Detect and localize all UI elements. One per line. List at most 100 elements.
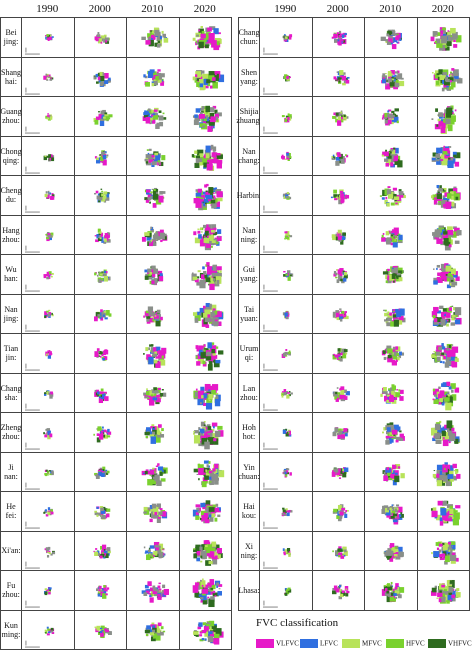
year-header-2010: 2010 xyxy=(141,3,164,15)
city-name: He fei: xyxy=(1,492,22,532)
city-name: Zheng zhou: xyxy=(1,413,22,453)
city-extent-map xyxy=(24,231,54,252)
city-extent-map xyxy=(92,426,111,443)
north-arrow-scalebar xyxy=(24,126,40,134)
city-extent-map xyxy=(262,230,293,252)
city-extent-map xyxy=(331,584,349,600)
city-row: Lan zhou: xyxy=(239,373,470,413)
city-extent-map xyxy=(192,223,222,250)
city-name: Gui yang: xyxy=(239,255,260,295)
urban-fvc-map-1990 xyxy=(22,452,75,492)
urban-fvc-map-1990 xyxy=(260,492,313,532)
city-extent-map xyxy=(93,269,111,283)
city-name: Xi'an: xyxy=(1,531,22,571)
city-name: Hoh hot: xyxy=(239,413,260,453)
city-extent-map xyxy=(93,506,110,520)
urban-fvc-map-2020 xyxy=(417,571,470,611)
urban-fvc-map-2000 xyxy=(74,255,127,295)
urban-fvc-map-2010 xyxy=(127,215,180,255)
city-extent-map xyxy=(143,386,167,406)
urban-fvc-map-2020 xyxy=(179,176,232,216)
city-name: Xi ning: xyxy=(239,531,260,571)
urban-fvc-map-2000 xyxy=(74,413,127,453)
urban-fvc-map-2020 xyxy=(417,373,470,413)
urban-fvc-map-2010 xyxy=(127,373,180,413)
urban-fvc-map-2020 xyxy=(417,492,470,532)
urban-fvc-map-2000 xyxy=(74,97,127,137)
city-name: Lhasa: xyxy=(238,571,260,611)
city-row: Shijia zhuang: xyxy=(236,97,470,137)
urban-fvc-map-2020 xyxy=(417,452,470,492)
city-extent-map xyxy=(380,29,402,50)
city-extent-map xyxy=(430,579,461,604)
legend-label: LFVC xyxy=(320,639,338,648)
city-extent-map xyxy=(382,463,405,485)
city-name: Bei jing: xyxy=(1,18,22,58)
urban-fvc-map-2000 xyxy=(74,136,127,176)
urban-fvc-map-2020 xyxy=(417,176,470,216)
north-arrow-scalebar xyxy=(24,403,40,410)
urban-fvc-map-2000 xyxy=(312,373,365,413)
city-extent-map xyxy=(193,460,224,487)
city-extent-map xyxy=(24,271,54,292)
urban-fvc-map-2000 xyxy=(312,57,365,97)
city-extent-map xyxy=(262,113,292,134)
urban-fvc-map-1990 xyxy=(22,136,75,176)
city-extent-map xyxy=(141,226,168,246)
north-arrow-scalebar xyxy=(262,87,278,94)
urban-fvc-map-1990 xyxy=(22,373,75,413)
city-name: Hang zhou: xyxy=(1,215,22,255)
year-header-2020: 2020 xyxy=(431,3,454,15)
city-extent-map xyxy=(331,466,348,479)
urban-fvc-map-2020 xyxy=(179,136,232,176)
city-extent-map xyxy=(192,620,224,645)
city-extent-map xyxy=(141,27,169,48)
city-extent-map xyxy=(24,350,53,371)
city-extent-map xyxy=(381,69,405,89)
north-arrow-scalebar xyxy=(24,324,40,331)
urban-fvc-map-2010 xyxy=(365,373,418,413)
urban-fvc-map-2000 xyxy=(312,334,365,374)
urban-fvc-map-1990 xyxy=(260,413,313,453)
north-arrow-scalebar xyxy=(24,166,40,173)
urban-fvc-map-2000 xyxy=(74,176,127,216)
city-extent-map xyxy=(432,461,460,486)
north-arrow-scalebar xyxy=(24,600,40,608)
city-extent-map xyxy=(143,68,165,87)
legend-label: VLFVC xyxy=(276,639,299,648)
legend-swatch xyxy=(386,638,404,648)
city-extent-map xyxy=(192,420,223,450)
urban-fvc-map-1990 xyxy=(22,492,75,532)
urban-fvc-map-2020 xyxy=(179,97,232,137)
north-arrow-scalebar xyxy=(262,363,278,371)
urban-fvc-map-2010 xyxy=(127,413,180,453)
city-extent-map xyxy=(192,69,224,90)
city-extent-map xyxy=(94,32,110,44)
city-extent-map xyxy=(192,25,222,51)
city-extent-map xyxy=(262,428,292,450)
left-map-grid: Bei jing: Shang hai: Guang zhou: Chong qing… xyxy=(0,17,232,650)
city-extent-map xyxy=(193,183,223,211)
north-arrow-scalebar xyxy=(24,47,40,55)
urban-fvc-map-2020 xyxy=(417,215,470,255)
urban-fvc-map-2010 xyxy=(365,215,418,255)
urban-fvc-map-1990 xyxy=(22,57,75,97)
city-extent-map xyxy=(144,265,164,286)
legend-item-lfvc: LFVC xyxy=(300,638,338,648)
city-row: Guang zhou: xyxy=(0,97,232,137)
city-extent-map xyxy=(262,34,293,55)
urban-fvc-map-2020 xyxy=(179,18,232,58)
city-extent-map xyxy=(24,428,53,450)
urban-fvc-map-2000 xyxy=(74,492,127,532)
urban-fvc-map-2000 xyxy=(74,571,127,611)
city-extent-map xyxy=(431,305,462,327)
urban-fvc-map-2010 xyxy=(127,136,180,176)
city-extent-map xyxy=(431,145,460,168)
urban-fvc-map-2010 xyxy=(127,334,180,374)
urban-fvc-map-2020 xyxy=(417,413,470,453)
city-extent-map xyxy=(331,545,348,559)
city-name: Urum qi: xyxy=(239,334,260,374)
urban-fvc-map-2010 xyxy=(365,176,418,216)
city-row: Harbin: xyxy=(237,176,470,216)
city-row: Zheng zhou: xyxy=(1,413,232,453)
